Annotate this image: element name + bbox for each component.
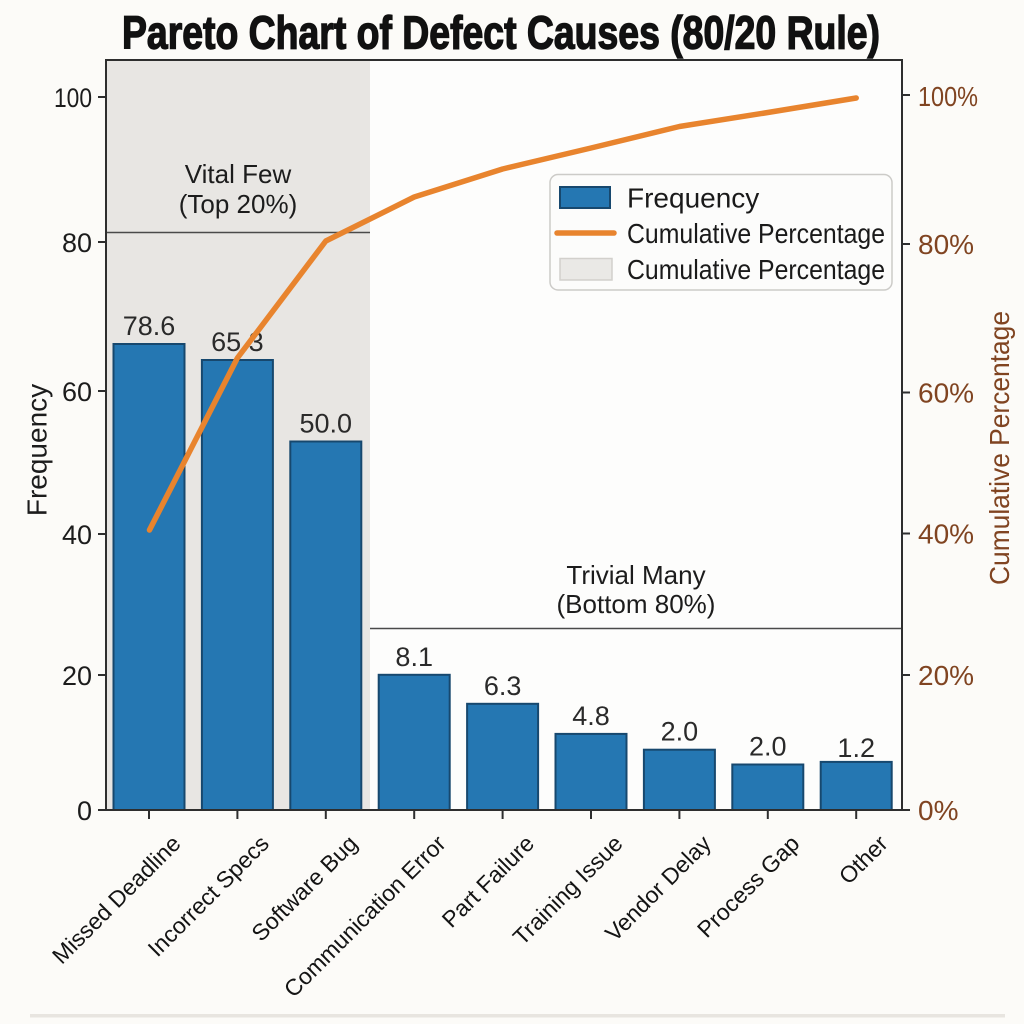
svg-text:Cumulative Percentage: Cumulative Percentage	[627, 254, 885, 285]
svg-text:40: 40	[62, 520, 92, 550]
svg-text:(Top 20%): (Top 20%)	[179, 189, 298, 219]
svg-text:100: 100	[54, 83, 92, 113]
svg-text:40%: 40%	[918, 519, 974, 550]
svg-text:Frequency: Frequency	[627, 183, 759, 214]
svg-text:60: 60	[62, 377, 92, 407]
svg-text:2.0: 2.0	[749, 732, 787, 762]
svg-text:Trivial Many: Trivial Many	[566, 560, 705, 590]
svg-text:100%: 100%	[918, 81, 978, 112]
svg-text:0%: 0%	[918, 795, 958, 826]
svg-text:Vital Few: Vital Few	[185, 159, 292, 189]
svg-text:1.2: 1.2	[837, 733, 875, 763]
svg-text:60%: 60%	[918, 378, 974, 409]
svg-text:Cumulative Percentage: Cumulative Percentage	[627, 218, 885, 249]
svg-text:20: 20	[62, 661, 92, 691]
svg-text:2.0: 2.0	[661, 717, 699, 747]
svg-text:Cumulative Percentage: Cumulative Percentage	[984, 311, 1015, 585]
svg-text:6.3: 6.3	[484, 671, 522, 701]
svg-text:4.8: 4.8	[572, 701, 610, 731]
svg-text:8.1: 8.1	[395, 642, 433, 672]
svg-text:80: 80	[62, 228, 92, 258]
svg-text:50.0: 50.0	[300, 409, 353, 439]
svg-text:(Bottom 80%): (Bottom 80%)	[557, 589, 716, 619]
svg-text:Frequency: Frequency	[22, 384, 53, 516]
svg-text:78.6: 78.6	[123, 311, 176, 341]
svg-text:0: 0	[77, 796, 92, 826]
svg-text:20%: 20%	[918, 660, 974, 691]
svg-text:80%: 80%	[918, 229, 974, 260]
svg-text:Pareto Chart of Defect Causes: Pareto Chart of Defect Causes (80/20 Rul…	[122, 7, 880, 59]
